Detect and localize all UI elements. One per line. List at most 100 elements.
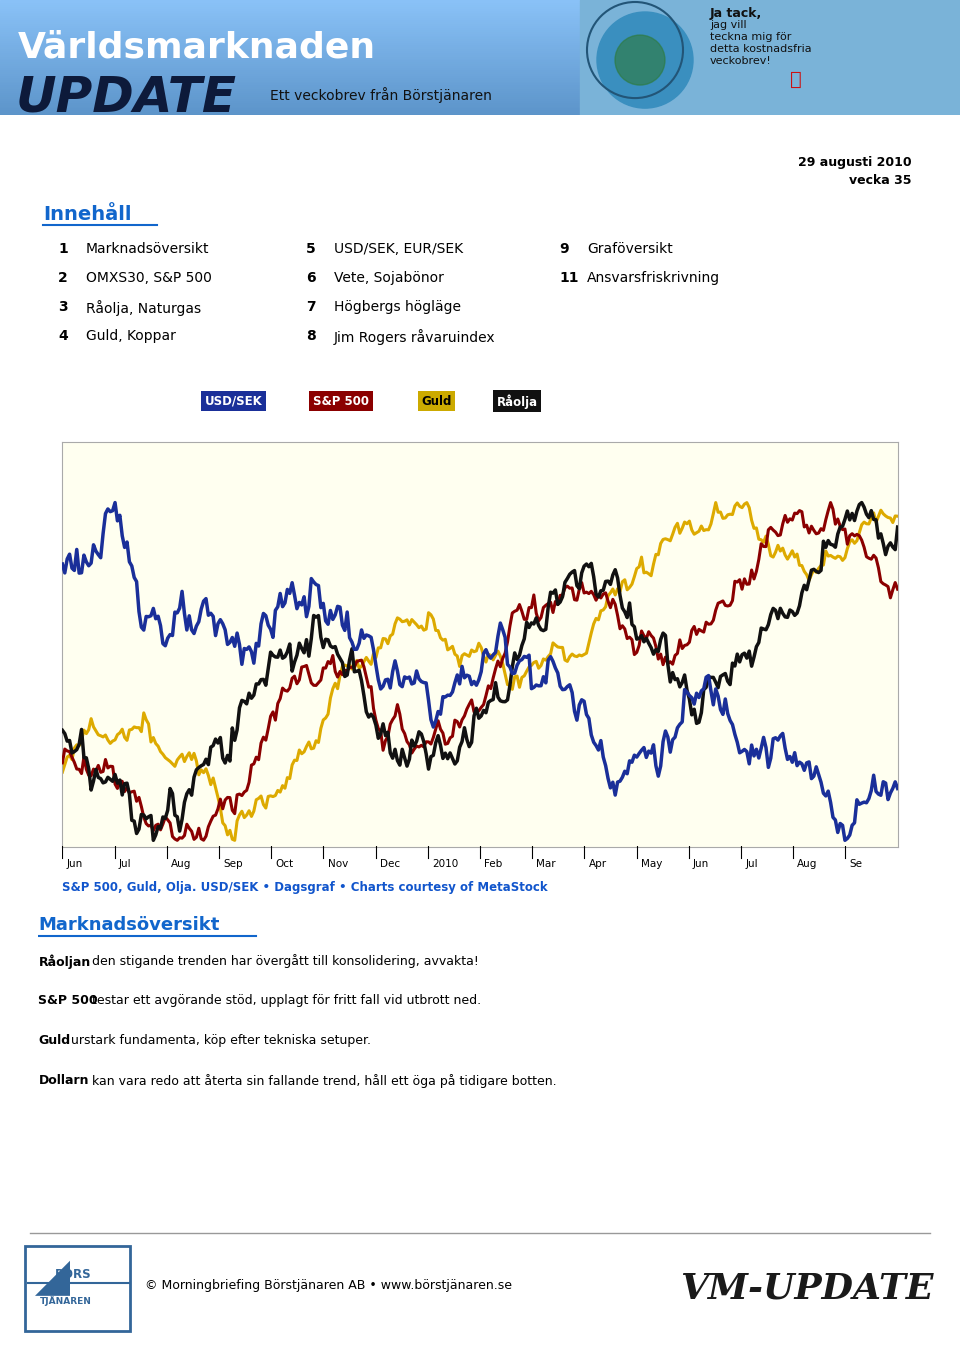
Text: kan vara redo att återta sin fallande trend, håll ett öga på tidigare botten.: kan vara redo att återta sin fallande tr…	[87, 1074, 557, 1089]
Text: Dollarn: Dollarn	[38, 1074, 89, 1088]
Text: S&P 500: S&P 500	[313, 394, 369, 408]
Text: 11: 11	[559, 272, 579, 285]
Circle shape	[615, 35, 665, 85]
Text: Dec: Dec	[380, 859, 400, 869]
Bar	[0, 32, 580, 35]
Text: 6: 6	[306, 272, 316, 285]
Text: 🡾: 🡾	[790, 70, 802, 89]
Text: jag vill: jag vill	[710, 20, 747, 30]
Bar	[0, 84, 580, 86]
Text: Jul: Jul	[745, 859, 757, 869]
Text: 2010: 2010	[432, 859, 458, 869]
Text: Världsmarknaden: Världsmarknaden	[18, 30, 376, 63]
Bar	[0, 23, 580, 24]
Bar	[0, 14, 580, 15]
Bar	[0, 31, 580, 32]
Bar	[0, 91, 580, 92]
Bar	[0, 22, 580, 23]
Bar	[0, 109, 580, 111]
Bar	[0, 27, 580, 28]
Bar	[0, 65, 580, 68]
Text: Mar: Mar	[537, 859, 556, 869]
Text: BÖRS: BÖRS	[55, 1267, 91, 1281]
Text: 29 augusti 2010: 29 augusti 2010	[798, 155, 911, 169]
Text: urstark fundamenta, köp efter tekniska setuper.: urstark fundamenta, köp efter tekniska s…	[66, 1035, 371, 1047]
Bar	[0, 111, 580, 113]
Bar	[0, 108, 580, 109]
Bar	[0, 82, 580, 84]
Text: UPDATE: UPDATE	[16, 73, 237, 122]
Bar	[0, 1, 580, 4]
Bar	[0, 88, 580, 91]
Text: den stigande trenden har övergått till konsolidering, avvakta!: den stigande trenden har övergått till k…	[87, 954, 479, 967]
Text: Guld, Koppar: Guld, Koppar	[86, 330, 176, 343]
Bar	[0, 0, 580, 1]
Text: Marknadsöversikt: Marknadsöversikt	[38, 916, 220, 934]
Bar	[0, 77, 580, 78]
Text: 2: 2	[59, 272, 68, 285]
Bar	[0, 100, 580, 101]
Bar	[0, 97, 580, 100]
Bar	[0, 68, 580, 69]
Bar	[0, 55, 580, 58]
Bar	[0, 81, 580, 82]
Bar	[0, 19, 580, 22]
Text: May: May	[640, 859, 662, 869]
Bar	[0, 18, 580, 19]
Bar	[0, 105, 580, 108]
Bar	[0, 28, 580, 31]
Text: teckna mig för: teckna mig för	[710, 32, 791, 42]
Bar	[0, 41, 580, 42]
Text: 9: 9	[559, 242, 569, 255]
Text: Innehåll: Innehåll	[43, 205, 132, 224]
Text: Feb: Feb	[484, 859, 502, 869]
Bar	[0, 15, 580, 18]
Text: Guld: Guld	[421, 394, 452, 408]
Bar	[0, 24, 580, 27]
Bar	[0, 72, 580, 73]
Text: Råolja, Naturgas: Råolja, Naturgas	[86, 300, 202, 316]
Bar	[0, 78, 580, 81]
Text: VM-UPDATE: VM-UPDATE	[680, 1271, 933, 1306]
Text: vecka 35: vecka 35	[849, 174, 911, 188]
Text: Oct: Oct	[276, 859, 294, 869]
Bar	[0, 61, 580, 63]
Text: USD/SEK: USD/SEK	[204, 394, 262, 408]
Text: S&P 500: S&P 500	[38, 994, 98, 1006]
Text: 1: 1	[59, 242, 68, 255]
Bar	[0, 42, 580, 45]
Bar	[0, 101, 580, 104]
Text: Vete, Sojabönor: Vete, Sojabönor	[334, 272, 444, 285]
Bar	[0, 73, 580, 74]
Bar	[0, 51, 580, 54]
Bar	[25, 1246, 130, 1331]
Bar	[0, 54, 580, 55]
Bar	[0, 5, 580, 8]
Bar	[0, 96, 580, 97]
Bar	[0, 59, 580, 61]
Bar	[0, 46, 580, 47]
Text: 8: 8	[306, 330, 316, 343]
Text: Ett veckobrev från Börstjänaren: Ett veckobrev från Börstjänaren	[270, 88, 492, 103]
Bar	[0, 86, 580, 88]
Text: Jul: Jul	[119, 859, 132, 869]
Text: Graföversikt: Graföversikt	[587, 242, 673, 255]
Bar	[0, 63, 580, 65]
Circle shape	[597, 12, 693, 108]
Bar	[0, 58, 580, 59]
Bar	[0, 12, 580, 14]
Bar	[0, 38, 580, 41]
Text: Jun: Jun	[693, 859, 709, 869]
Text: testar ett avgörande stöd, upplagt för fritt fall vid utbrott ned.: testar ett avgörande stöd, upplagt för f…	[87, 994, 481, 1006]
Text: USD/SEK, EUR/SEK: USD/SEK, EUR/SEK	[334, 242, 463, 255]
Text: TJÄNAREN: TJÄNAREN	[40, 1296, 92, 1306]
Bar	[0, 45, 580, 46]
Text: 3: 3	[59, 300, 68, 315]
Text: Aug: Aug	[171, 859, 191, 869]
Text: Råolja: Råolja	[496, 394, 538, 408]
Bar	[0, 9, 580, 12]
Bar	[0, 74, 580, 77]
Text: S&P 500, Guld, Olja. USD/SEK • Dagsgraf • Charts courtesy of MetaStock: S&P 500, Guld, Olja. USD/SEK • Dagsgraf …	[62, 881, 548, 894]
Text: Ja tack,: Ja tack,	[710, 7, 762, 20]
Text: Råoljan: Råoljan	[38, 954, 90, 969]
